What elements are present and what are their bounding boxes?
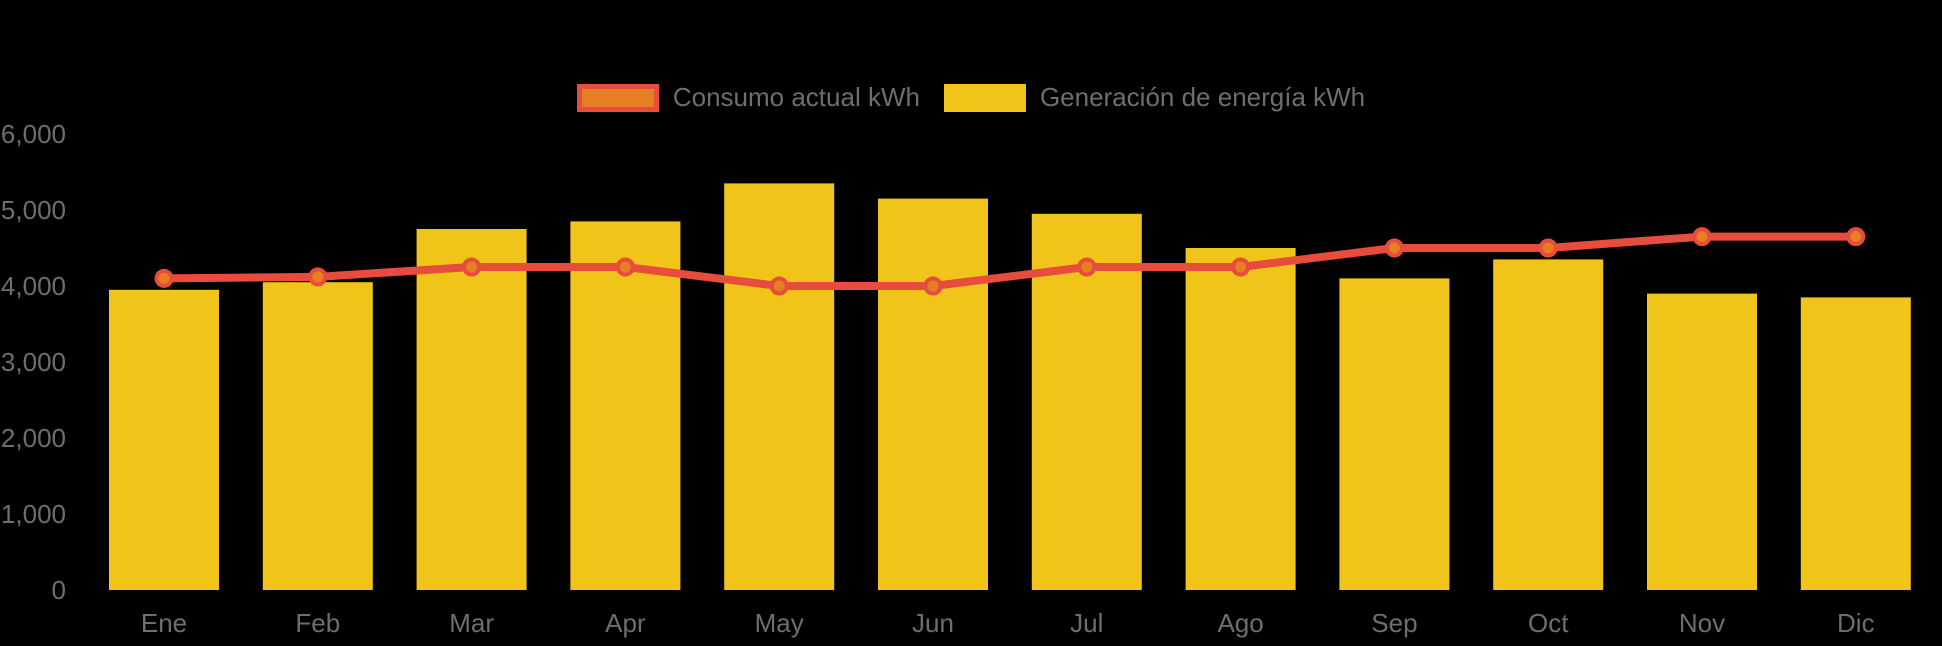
generation-bar-apr[interactable] [570,221,681,590]
generation-bar-feb[interactable] [262,282,373,590]
x-axis-label-jun: Jun [912,608,954,638]
y-axis-tick-label: 0 [52,575,66,605]
x-axis-label-nov: Nov [1679,608,1725,638]
generation-bar-nov[interactable] [1647,293,1757,590]
x-axis-label-ene: Ene [141,608,187,638]
consumption-point-may[interactable] [769,276,789,296]
x-axis-label-apr: Apr [605,608,646,638]
generation-bar-jun[interactable] [878,198,988,590]
y-axis-tick-label: 3,000 [1,347,66,377]
x-axis-label-ago: Ago [1217,608,1263,638]
chart-legend: Consumo actual kWh Generación de energía … [0,82,1942,113]
generation-bar-oct[interactable] [1493,259,1604,590]
legend-item-generacion[interactable]: Generación de energía kWh [943,82,1366,113]
x-axis-label-dic: Dic [1837,608,1875,638]
legend-swatch-consumo [576,83,659,112]
generation-bar-ago[interactable] [1185,248,1296,590]
generation-bar-mar[interactable] [416,229,527,590]
legend-swatch-generacion [943,83,1026,112]
x-axis-label-jul: Jul [1070,608,1103,638]
x-axis-label-feb: Feb [295,608,340,638]
legend-label: Generación de energía kWh [1039,82,1366,112]
legend-label: Consumo actual kWh [672,82,920,112]
consumption-line [160,232,1860,290]
legend-item-consumo[interactable]: Consumo actual kWh [576,82,920,113]
consumption-point-sep[interactable] [1384,238,1404,258]
generation-bar-may[interactable] [724,183,835,590]
generation-bar-ene[interactable] [109,289,219,590]
consumption-point-jun[interactable] [923,276,943,296]
x-axis-label-mar: Mar [449,608,494,638]
y-axis-tick-label: 2,000 [1,423,66,453]
consumption-point-dic[interactable] [1846,227,1866,247]
consumption-point-ago[interactable] [1231,257,1251,277]
y-axis-tick-label: 5,000 [1,195,66,225]
y-axis-tick-label: 4,000 [1,271,66,301]
consumption-point-mar[interactable] [462,257,482,277]
y-axis-tick-label: 6,000 [1,119,66,149]
consumption-point-apr[interactable] [615,257,635,277]
generation-bar-dic[interactable] [1800,297,1911,590]
generation-bar-sep[interactable] [1339,278,1450,590]
consumption-point-nov[interactable] [1692,227,1712,247]
y-axis-tick-label: 1,000 [1,499,66,529]
x-axis-label-oct: Oct [1528,608,1569,638]
x-axis-label-sep: Sep [1371,608,1417,638]
consumption-point-jul[interactable] [1077,257,1097,277]
consumption-point-feb[interactable] [308,267,328,287]
consumption-point-oct[interactable] [1538,238,1558,258]
x-axis-label-may: May [755,608,804,638]
consumption-point-ene[interactable] [154,268,174,288]
